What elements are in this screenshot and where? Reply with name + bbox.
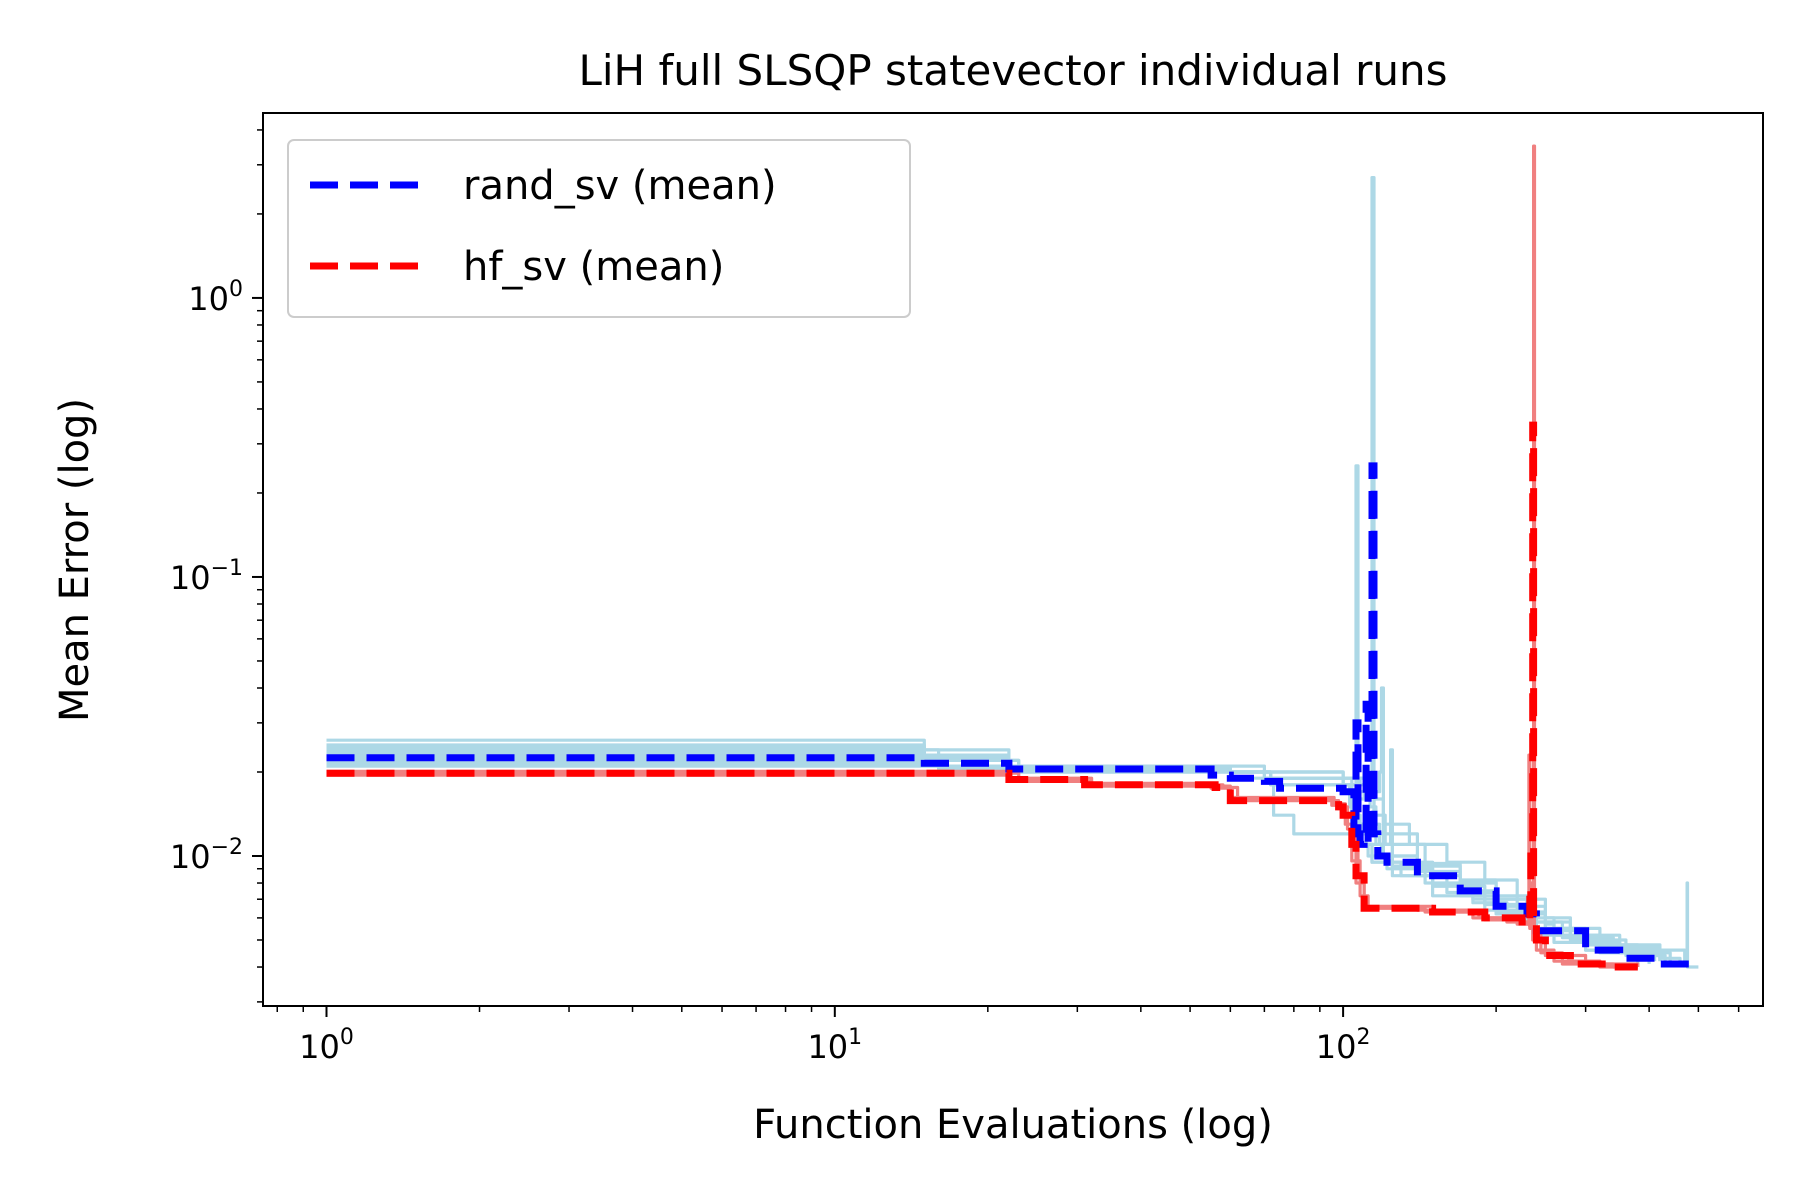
- mean-lines-layer: [326, 421, 1690, 971]
- y-tick-label-1: 10−1: [170, 556, 243, 597]
- y-tick-label-2: 100: [188, 277, 243, 318]
- legend-label-hf-sv: hf_sv (mean): [463, 244, 724, 290]
- y-axis-label: Mean Error (log): [52, 398, 98, 722]
- x-tick-label-0: 100: [299, 1025, 354, 1066]
- plot-frame: [262, 112, 1764, 1007]
- chart-title: LiH full SLSQP statevector individual ru…: [578, 46, 1447, 95]
- x-axis-label: Function Evaluations (log): [753, 1102, 1273, 1148]
- legend: rand_sv (mean) hf_sv (mean): [287, 139, 911, 318]
- x-tick-label-2: 102: [1316, 1025, 1371, 1066]
- rand-sv-run-line-10: [326, 745, 1699, 969]
- legend-label-rand-sv: rand_sv (mean): [463, 163, 777, 209]
- hf-sv-mean-line: [326, 421, 1638, 971]
- y-tick-label-0: 10−2: [170, 835, 243, 876]
- x-tick-label-1: 101: [807, 1025, 862, 1066]
- legend-frame: [287, 139, 911, 318]
